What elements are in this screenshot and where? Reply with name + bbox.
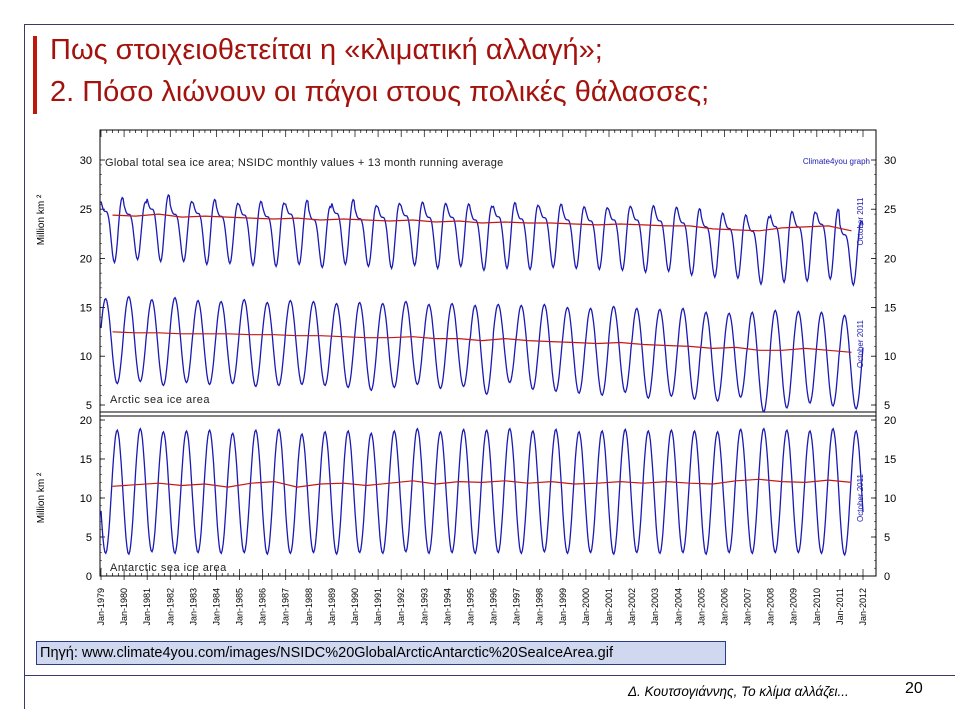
x-tick-label: Jan-1983 <box>188 588 198 626</box>
y-tick-label-right: 25 <box>884 204 896 216</box>
y-tick-label: 5 <box>86 400 92 412</box>
x-tick-label: Jan-1987 <box>281 588 291 626</box>
x-tick-label: Jan-1997 <box>512 588 522 626</box>
x-tick-label: Jan-1989 <box>327 588 337 626</box>
y-tick-label: 15 <box>80 454 92 466</box>
panel-label: Antarctic sea ice area <box>110 562 227 574</box>
x-tick-label: Jan-1985 <box>235 588 245 626</box>
x-tick-label: Jan-2005 <box>696 588 706 626</box>
x-tick-label: Jan-2004 <box>673 588 683 626</box>
y-tick-label-right: 5 <box>884 532 890 544</box>
y-tick-label: 0 <box>86 571 92 583</box>
y-tick-label-right: 5 <box>884 400 890 412</box>
x-tick-label: Jan-1990 <box>350 588 360 626</box>
x-tick-label: Jan-2002 <box>627 588 637 626</box>
source-citation: Πηγή: www.climate4you.com/images/NSIDC%2… <box>36 641 726 665</box>
end-date-label: October 2011 <box>856 320 865 368</box>
running-average-line <box>112 213 852 232</box>
y-tick-label: 10 <box>80 493 92 505</box>
y-tick-label-right: 10 <box>884 351 896 363</box>
x-tick-label: Jan-1991 <box>373 588 383 626</box>
x-tick-label: Jan-2003 <box>650 588 660 626</box>
x-tick-label: Jan-2006 <box>719 588 729 626</box>
x-tick-label: Jan-1996 <box>489 588 499 626</box>
chart-header: Global total sea ice area; NSIDC monthly… <box>105 157 504 169</box>
chart-credit: Climate4you graph <box>803 157 870 166</box>
y-tick-label: 5 <box>86 532 92 544</box>
y-tick-label: 20 <box>80 253 92 265</box>
x-tick-label: Jan-1993 <box>419 588 429 626</box>
y-axis-title: Million km ² <box>36 194 47 245</box>
slide-title-line-1: Πως στοιχειοθετείται η «κλιματική αλλαγή… <box>50 34 603 66</box>
end-date-label: October 2011 <box>856 474 865 522</box>
x-tick-label: Jan-2009 <box>789 588 799 626</box>
running-average-line <box>112 478 852 488</box>
y-tick-label: 25 <box>80 204 92 216</box>
y-tick-label: 20 <box>80 415 92 427</box>
y-tick-label-right: 20 <box>884 253 896 265</box>
x-tick-label: Jan-1984 <box>211 588 221 626</box>
title-accent-bar <box>33 36 37 114</box>
x-tick-label: Jan-1988 <box>304 588 314 626</box>
x-tick-label: Jan-2011 <box>835 588 845 625</box>
x-tick-label: Jan-1981 <box>142 588 152 626</box>
x-tick-label: Jan-2007 <box>743 588 753 626</box>
x-tick-label: Jan-1998 <box>535 588 545 626</box>
x-tick-label: Jan-2010 <box>812 588 822 626</box>
y-axis-title: Million km ² <box>36 472 47 523</box>
x-tick-label: Jan-1979 <box>96 588 106 626</box>
footer-author: Δ. Κουτσογιάννης, Το κλίμα αλλάζει... <box>628 684 849 699</box>
x-tick-label: Jan-1980 <box>119 588 129 626</box>
y-tick-label-right: 15 <box>884 302 896 314</box>
x-tick-label: Jan-1994 <box>442 588 452 626</box>
y-tick-label-right: 20 <box>884 415 896 427</box>
y-tick-label: 15 <box>80 302 92 314</box>
x-tick-label: Jan-2008 <box>766 588 776 626</box>
panel-label: Arctic sea ice area <box>110 394 210 406</box>
y-tick-label: 30 <box>80 155 92 167</box>
y-tick-label-right: 15 <box>884 454 896 466</box>
x-tick-label: Jan-1986 <box>258 588 268 626</box>
slide-left-rule <box>24 24 25 709</box>
footer-rule <box>25 675 955 676</box>
slide-top-rule <box>24 24 954 25</box>
x-tick-label: Jan-1992 <box>396 588 406 626</box>
slide-title-line-2: 2. Πόσο λιώνουν οι πάγοι στους πολικές θ… <box>50 76 710 108</box>
x-tick-label: Jan-2001 <box>604 588 614 626</box>
x-tick-label: Jan-2000 <box>581 588 591 626</box>
monthly-series-line <box>100 295 864 413</box>
monthly-series-line <box>100 427 864 557</box>
y-tick-label-right: 10 <box>884 493 896 505</box>
y-tick-label-right: 30 <box>884 155 896 167</box>
x-tick-label: Jan-1982 <box>165 588 175 626</box>
x-tick-label: Jan-1999 <box>558 588 568 626</box>
y-tick-label-right: 0 <box>884 571 890 583</box>
end-date-label: October 2011 <box>856 197 865 245</box>
x-tick-label: Jan-2012 <box>858 588 868 626</box>
y-tick-label: 10 <box>80 351 92 363</box>
page-number: 20 <box>905 680 923 697</box>
sea-ice-chart: Global total sea ice area; NSIDC monthly… <box>36 129 896 626</box>
x-tick-label: Jan-1995 <box>465 588 475 626</box>
monthly-series-line <box>100 193 864 287</box>
running-average-line <box>112 331 852 353</box>
